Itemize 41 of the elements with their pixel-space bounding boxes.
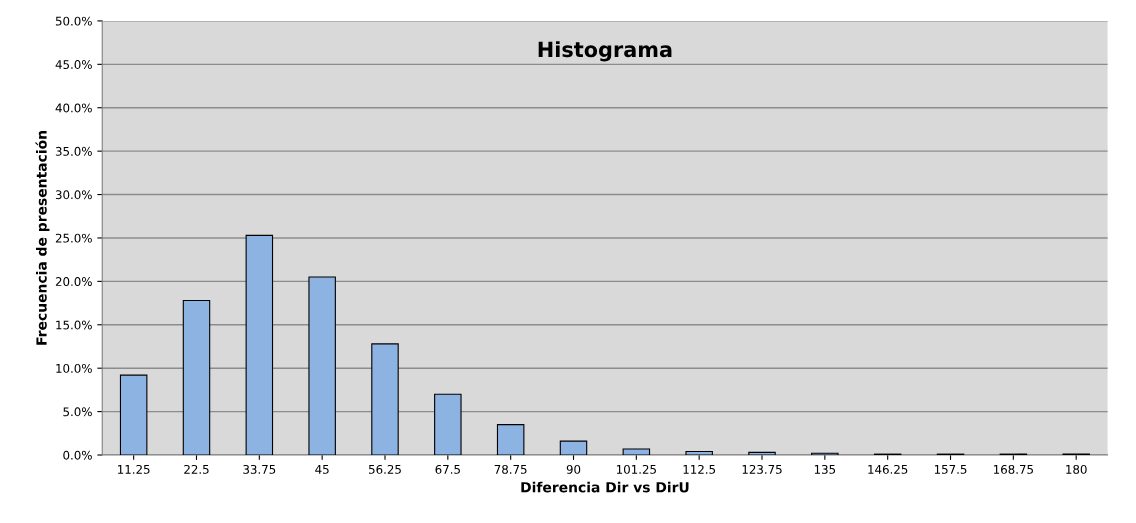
bar — [182, 299, 211, 456]
x-tick-label: 112.5 — [683, 464, 716, 474]
y-tick-label: 35.0% — [55, 146, 92, 156]
bar — [245, 234, 274, 456]
bar — [622, 448, 651, 456]
bar — [748, 451, 776, 456]
x-tick-label: 78.75 — [494, 464, 527, 474]
bar — [308, 276, 336, 456]
y-tick-label: 45.0% — [55, 60, 92, 69]
x-tick-label: 123.75 — [742, 464, 782, 474]
x-tick-label: 33.75 — [243, 464, 276, 474]
bar — [685, 450, 713, 456]
bar — [559, 440, 588, 456]
x-tick-label: 146.25 — [868, 464, 908, 474]
text: Histograma — [538, 41, 672, 62]
x-tick-label: 101.25 — [616, 464, 656, 474]
y-tick-label: 30.0% — [55, 190, 92, 200]
y-tick-label: 50.0% — [55, 16, 92, 26]
x-tick-label: 90 — [566, 464, 581, 474]
y-axis-title: Frecuencia de presentación — [35, 131, 50, 345]
bar — [371, 343, 399, 456]
x-tick-label: 135 — [814, 464, 836, 474]
x-tick-label: 22.5 — [184, 464, 209, 474]
y-tick-label: 0.0% — [63, 450, 92, 460]
x-tick-label: 168.75 — [993, 464, 1033, 474]
bar — [496, 424, 525, 456]
bar — [434, 393, 462, 456]
y-tick-label: 25.0% — [55, 233, 92, 243]
y-tick-label: 40.0% — [55, 103, 92, 113]
x-tick-label: 180 — [1066, 464, 1087, 474]
x-tick-label: 67.5 — [435, 464, 460, 474]
x-axis-title: Diferencia Dir vs DirU — [521, 481, 689, 493]
y-tick-label: 15.0% — [56, 320, 92, 330]
x-tick-label: 11.25 — [118, 464, 150, 474]
bar — [119, 374, 148, 456]
x-tick-label: 45 — [315, 465, 329, 474]
x-tick-label: 56.25 — [369, 464, 401, 474]
y-tick-label: 10.0% — [56, 363, 92, 373]
y-tick-label: 20.0% — [55, 277, 92, 287]
y-tick-label: 5.0% — [63, 407, 92, 417]
x-tick-label: 157.5 — [934, 465, 967, 474]
